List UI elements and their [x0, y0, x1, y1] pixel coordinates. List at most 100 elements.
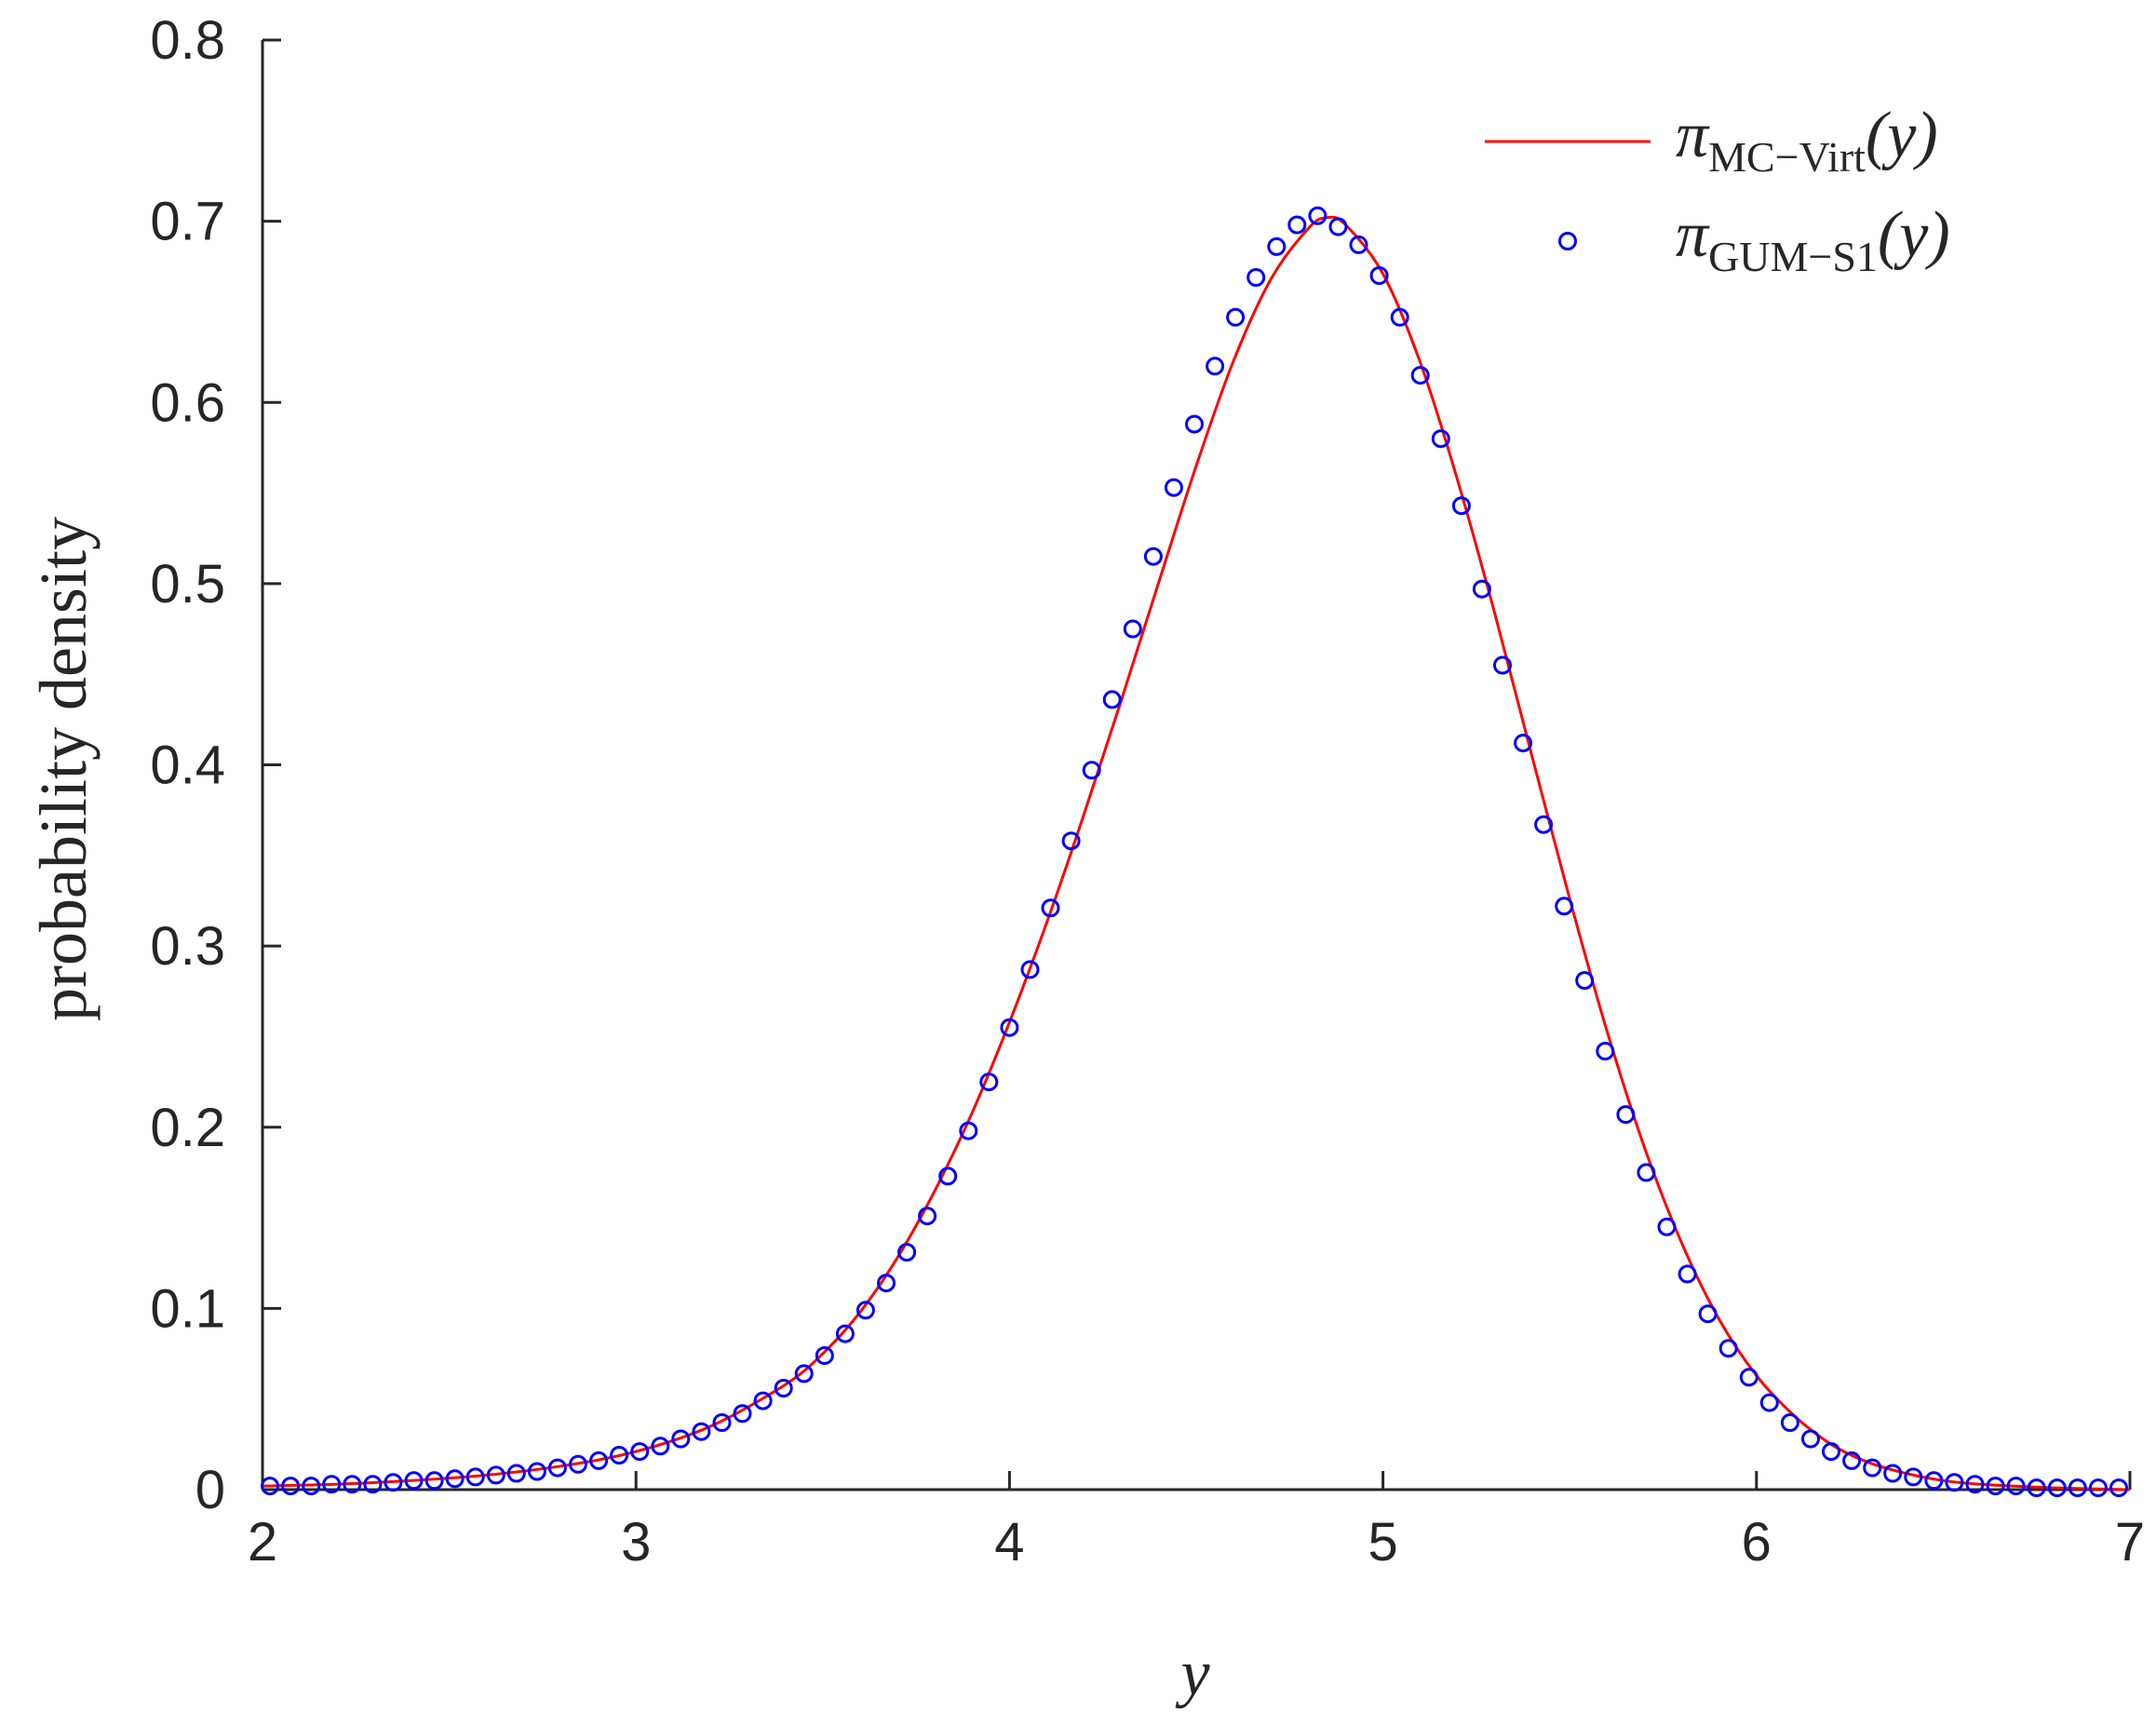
gum-s1-point — [1226, 307, 1246, 327]
gum-s1-point — [1041, 898, 1060, 918]
gum-s1-point — [424, 1471, 444, 1491]
gum-s1-point — [2068, 1478, 2087, 1498]
x-tick-label: 6 — [1742, 1512, 1772, 1572]
gum-s1-point — [547, 1458, 567, 1478]
gum-s1-point — [671, 1429, 691, 1449]
x-tick-label: 4 — [994, 1512, 1024, 1572]
gum-s1-point — [404, 1471, 424, 1491]
legend-marker-swatch — [1558, 232, 1577, 250]
gum-s1-point — [261, 1477, 279, 1496]
gum-s1-point — [1698, 1304, 1718, 1324]
gum-s1-point — [281, 1477, 301, 1496]
gum-s1-point — [2027, 1478, 2046, 1498]
gum-s1-point — [733, 1404, 752, 1424]
y-axis-label: probability density — [26, 517, 101, 1021]
gum-s1-point — [2088, 1478, 2108, 1498]
x-axis-ticks: 2 3 4 5 6 7 — [248, 1471, 2145, 1572]
gum-s1-point — [343, 1475, 362, 1494]
gum-s1-point — [630, 1442, 650, 1462]
gum-s1-point — [979, 1073, 999, 1092]
gum-s1-point — [1801, 1429, 1820, 1449]
gum-s1-point — [1965, 1475, 1985, 1494]
gum-s1-point — [1082, 761, 1101, 780]
gum-s1-point — [959, 1121, 978, 1140]
gum-s1-point — [1534, 815, 1554, 834]
gum-s1-point — [569, 1454, 587, 1474]
gum-s1-point — [1000, 1018, 1019, 1037]
gum-s1-point — [445, 1469, 465, 1489]
gum-s1-point — [692, 1422, 711, 1441]
legend-label-mc-virt: πMC−Virt(y) — [1676, 100, 1938, 181]
gum-s1-point — [610, 1446, 629, 1464]
gum-s1-point — [506, 1464, 526, 1483]
gum-s1-point — [1102, 690, 1122, 709]
gum-s1-point — [1390, 307, 1409, 327]
gum-s1-point — [1596, 1042, 1615, 1060]
gum-s1-point — [1472, 579, 1491, 599]
gum-s1-point — [1164, 478, 1183, 497]
gum-s1-point — [486, 1465, 505, 1485]
gum-s1-point — [1616, 1105, 1636, 1125]
gum-s1-point — [835, 1324, 855, 1343]
gum-s1-point — [1986, 1477, 2005, 1496]
gum-s1-point — [651, 1437, 670, 1456]
y-tick-label: 0.5 — [150, 554, 225, 614]
x-axis-label: y — [1175, 1638, 1210, 1709]
gum-s1-point — [465, 1467, 485, 1487]
gum-s1-point — [1883, 1464, 1903, 1483]
gum-s1-point — [1020, 960, 1040, 979]
gum-s1-point — [1123, 619, 1142, 639]
gum-s1-point — [1451, 496, 1471, 516]
x-tick-label: 3 — [621, 1512, 651, 1572]
gum-s1-point — [1904, 1467, 1923, 1487]
y-tick-label: 0.2 — [150, 1098, 225, 1158]
gum-s1-point — [1431, 429, 1450, 449]
gum-s1-point — [1657, 1217, 1677, 1236]
legend-label-gum-s1: πGUM−S1(y) — [1676, 199, 1950, 280]
gum-s1-point — [1514, 734, 1533, 753]
gum-s1-point — [2109, 1478, 2128, 1498]
y-tick-label: 0 — [195, 1460, 225, 1520]
gum-s1-point — [1349, 235, 1368, 254]
gum-s1-point — [815, 1346, 834, 1365]
gum-s1-point — [302, 1477, 321, 1496]
gum-s1-point — [527, 1462, 546, 1481]
gum-s1-point — [1863, 1458, 1882, 1478]
gum-s1-point — [1308, 206, 1327, 225]
gum-s1-point — [1246, 268, 1266, 287]
series-gum-s1 — [261, 206, 2128, 1498]
gum-s1-point — [1369, 266, 1389, 285]
y-tick-label: 0.3 — [150, 916, 225, 977]
gum-s1-point — [2047, 1478, 2067, 1498]
gum-s1-point — [1410, 366, 1430, 385]
gum-s1-point — [1206, 357, 1225, 376]
gum-s1-point — [1328, 217, 1348, 236]
gum-s1-point — [1185, 414, 1204, 434]
gum-s1-point — [1287, 215, 1307, 235]
y-axis-ticks: 0 0.1 0.2 0.3 0.4 0.5 0.6 0.7 0.8 — [150, 10, 281, 1520]
gum-s1-point — [2006, 1477, 2026, 1496]
gum-s1-point — [856, 1301, 875, 1320]
gum-s1-point — [363, 1475, 383, 1494]
gum-s1-point — [897, 1243, 917, 1262]
gum-s1-point — [877, 1274, 896, 1293]
gum-s1-point — [1143, 547, 1163, 566]
y-tick-label: 0.4 — [150, 736, 225, 796]
y-tick-label: 0.7 — [150, 192, 225, 252]
gum-s1-point — [1780, 1413, 1799, 1432]
y-tick-label: 0.1 — [150, 1278, 225, 1339]
y-tick-label: 0.6 — [150, 372, 225, 433]
gum-s1-point — [322, 1475, 342, 1494]
gum-s1-point — [1637, 1163, 1656, 1182]
gum-s1-point — [938, 1167, 958, 1186]
gum-s1-point — [1718, 1339, 1738, 1358]
gum-s1-point — [1678, 1264, 1697, 1284]
gum-s1-point — [774, 1379, 793, 1397]
gum-s1-point — [794, 1364, 814, 1383]
gum-s1-point — [1493, 655, 1512, 675]
gum-s1-point — [1924, 1471, 1944, 1491]
gum-s1-point — [918, 1207, 937, 1226]
x-tick-label: 5 — [1368, 1512, 1397, 1572]
gum-s1-point — [1945, 1473, 1964, 1492]
